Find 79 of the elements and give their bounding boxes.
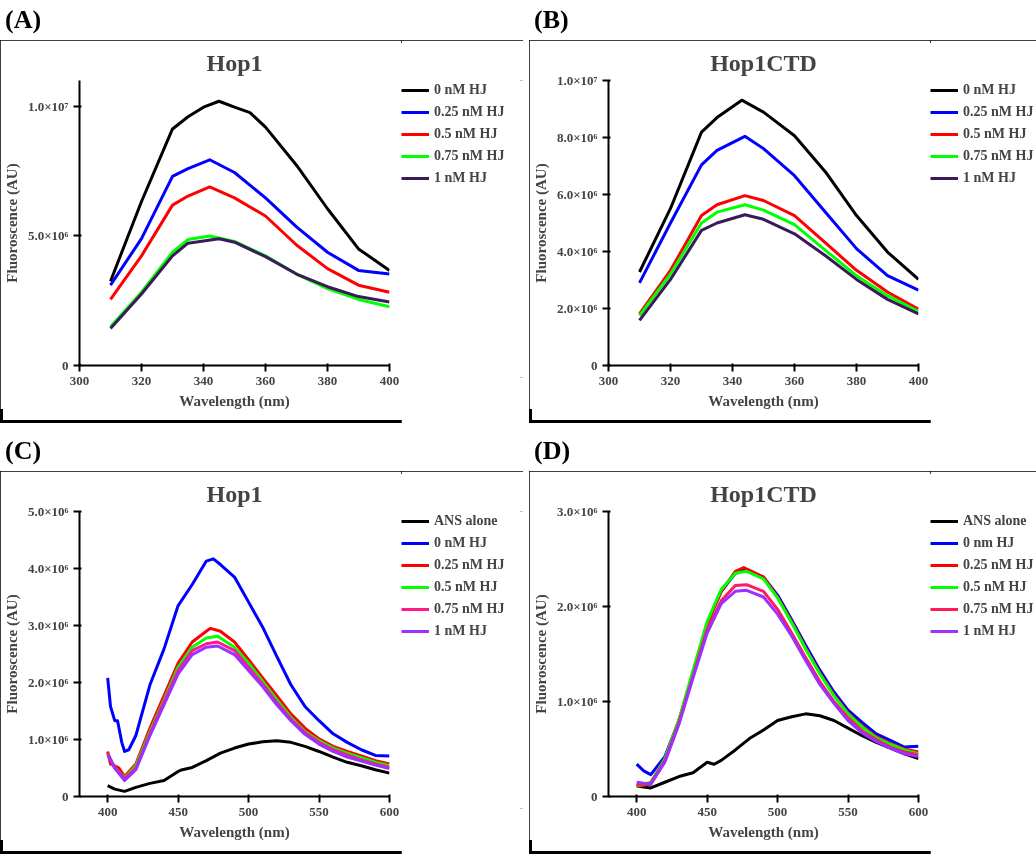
chart-title: Hop1 xyxy=(206,49,263,76)
y-tick-label: 0 xyxy=(591,358,598,373)
legend-label: 0.5 nM HJ xyxy=(963,125,1027,143)
x-tick-label: 360 xyxy=(255,372,276,388)
legend-label: 1 nM HJ xyxy=(963,169,1016,187)
chart-title: Hop1CTD xyxy=(710,49,817,76)
legend-label: 0 nM HJ xyxy=(963,81,1016,99)
x-tick-label: 450 xyxy=(168,803,188,819)
y-tick-label: 8.0×10⁶ xyxy=(556,130,598,145)
x-tick-label: 320 xyxy=(660,372,681,388)
y-tick-label: 0 xyxy=(62,358,69,373)
y-tick-label: 0 xyxy=(62,789,69,804)
x-tick-label: 360 xyxy=(784,372,805,388)
x-tick-label: 600 xyxy=(379,803,400,819)
x-tick-label: 300 xyxy=(69,372,90,388)
x-tick-label: 400 xyxy=(97,803,118,819)
x-tick-label: 400 xyxy=(626,803,647,819)
y-tick-label: 2.0×10⁶ xyxy=(556,301,598,316)
y-tick-label: 5.0×10⁶ xyxy=(27,228,69,244)
y-tick-label: 2.0×10⁶ xyxy=(27,675,69,690)
x-axis-title: Wavelength (nm) xyxy=(708,823,819,841)
legend-label: 0.75 nM HJ xyxy=(434,600,505,618)
x-tick-label: 400 xyxy=(908,372,929,388)
legend-label: 0.5 nM HJ xyxy=(963,578,1027,596)
x-axis-title: Wavelength (nm) xyxy=(708,392,819,410)
x-tick-label: 340 xyxy=(193,372,214,388)
legend-label: 0.25 nM HJ xyxy=(963,556,1034,574)
x-tick-label: 380 xyxy=(846,372,867,388)
y-axis-title: Fluoroscence (AU) xyxy=(532,594,550,714)
legend-label: 0.75 nM HJ xyxy=(434,147,505,165)
x-tick-label: 550 xyxy=(309,803,329,819)
y-tick-label: 6.0×10⁶ xyxy=(556,187,598,202)
y-tick-label: 4.0×10⁶ xyxy=(27,561,69,576)
y-tick-label: 3.0×10⁶ xyxy=(27,618,69,633)
y-axis-title: Fluoroscence (AU) xyxy=(3,163,21,283)
x-tick-label: 500 xyxy=(767,803,788,819)
y-tick-label: 5.0×10⁶ xyxy=(27,504,69,519)
x-tick-label: 400 xyxy=(379,372,400,388)
y-tick-label: 0 xyxy=(591,789,598,804)
x-tick-label: 600 xyxy=(908,803,929,819)
x-tick-label: 320 xyxy=(131,372,152,388)
x-axis-title: Wavelength (nm) xyxy=(179,392,290,410)
legend-label: 0 nm HJ xyxy=(963,534,1015,552)
legend-label: 1 nM HJ xyxy=(434,622,487,640)
legend-label: 0 nM HJ xyxy=(434,81,487,99)
text: (A) xyxy=(5,5,42,35)
legend-label: 0.75 nM HJ xyxy=(963,147,1034,165)
y-tick-label: 4.0×10⁶ xyxy=(556,244,598,259)
y-axis-title: Fluoroscence (AU) xyxy=(532,163,550,283)
legend-label: 0 nM HJ xyxy=(434,534,487,552)
x-tick-label: 500 xyxy=(238,803,259,819)
y-tick-label: 1.0×10⁷ xyxy=(27,98,69,114)
x-tick-label: 380 xyxy=(317,372,338,388)
text: (C) xyxy=(5,436,42,466)
text: (B) xyxy=(534,5,569,35)
legend-label: ANS alone xyxy=(963,512,1027,530)
legend-label: 0.25 nM HJ xyxy=(434,103,505,121)
legend-label: 1 nM HJ xyxy=(963,622,1016,640)
x-axis-title: Wavelength (nm) xyxy=(179,823,290,841)
y-axis-title: Fluoroscence (AU) xyxy=(3,594,21,714)
y-tick-label: 1.0×10⁶ xyxy=(27,732,69,747)
y-tick-label: 3.0×10⁶ xyxy=(556,504,598,519)
text: (D) xyxy=(534,436,571,466)
legend-label: ANS alone xyxy=(434,512,498,530)
x-tick-label: 300 xyxy=(598,372,619,388)
legend-label: 1 nM HJ xyxy=(434,169,487,187)
legend-label: 0.5 nM HJ xyxy=(434,578,498,596)
x-tick-label: 550 xyxy=(838,803,858,819)
chart-title: Hop1 xyxy=(206,480,263,507)
legend-label: 0.25 nM HJ xyxy=(434,556,505,574)
y-tick-label: 1.0×10⁶ xyxy=(556,694,598,709)
legend-label: 0.25 nM HJ xyxy=(963,103,1034,121)
legend-label: 0.75 nM HJ xyxy=(963,600,1034,618)
y-tick-label: 2.0×10⁶ xyxy=(556,599,598,614)
x-tick-label: 340 xyxy=(722,372,743,388)
y-tick-label: 1.0×10⁷ xyxy=(556,73,598,88)
legend-label: 0.5 nM HJ xyxy=(434,125,498,143)
x-tick-label: 450 xyxy=(697,803,717,819)
chart-title: Hop1CTD xyxy=(710,480,817,507)
